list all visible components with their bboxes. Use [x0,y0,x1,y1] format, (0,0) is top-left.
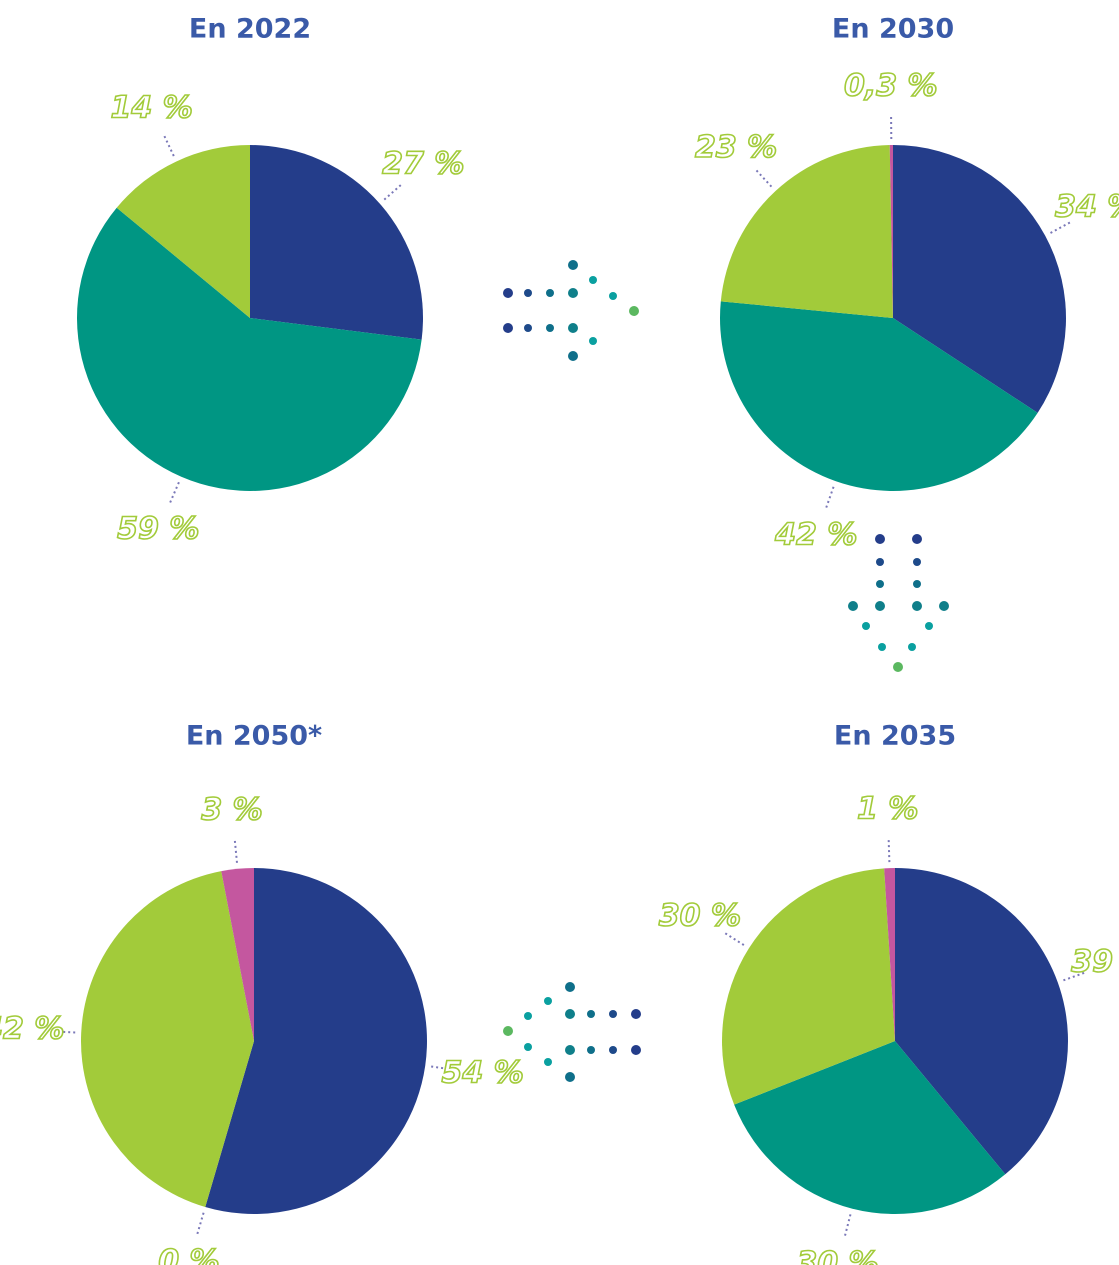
leader-line [51,1030,76,1034]
arrow-right [503,260,639,361]
pie-slice [76,207,422,492]
pie-slice [889,145,893,318]
value-label: 0,3 % [844,69,938,104]
chart-title: En 2035 [834,721,956,752]
leader-line [162,133,175,157]
pie-slice [116,145,251,318]
pie-slice [81,871,255,1207]
chart-title: En 2050* [186,721,322,752]
pie-slice [884,868,895,1041]
value-label: 54 % [442,1055,524,1090]
value-label: 30 % [659,899,741,934]
leader-line [824,486,835,510]
value-label: 23 % [695,130,777,165]
value-label: 1 % [857,792,918,827]
pie-slice [722,868,895,1105]
pie-slice [895,868,1068,1175]
pie-slice [205,868,428,1214]
arrow-left [503,982,641,1082]
leader-line [887,838,891,863]
value-label: 34 % [1055,190,1119,225]
leader-line [233,838,238,863]
pie-slice [221,868,254,1041]
value-label: 42 % [0,1012,64,1047]
value-label: 14 % [111,90,193,125]
leader-line [723,931,745,946]
value-label: 3 % [201,793,262,828]
leader-line [1050,220,1073,234]
arrow-down [848,534,949,672]
chart-title: En 2030 [832,14,954,45]
value-label: 59 % [117,512,199,547]
leader-line [383,183,403,201]
pie-slice [720,301,1038,491]
value-label: 30 % [796,1246,878,1265]
leader-line [754,168,773,188]
pie-slice [893,145,1066,413]
value-label: 27 % [382,147,464,182]
pie-slice [734,1041,1006,1214]
chart-title: En 2022 [189,14,311,45]
value-label: 42 % [774,517,857,552]
value-label: 39 % [1071,944,1119,979]
leader-line [843,1214,852,1238]
pie-slice [720,145,893,318]
leader-line [195,1212,205,1237]
pie-slice [250,145,423,340]
leader-line [168,481,180,505]
leader-line [1063,971,1087,982]
leader-line [431,1065,456,1071]
value-label: 0 % [158,1244,219,1265]
